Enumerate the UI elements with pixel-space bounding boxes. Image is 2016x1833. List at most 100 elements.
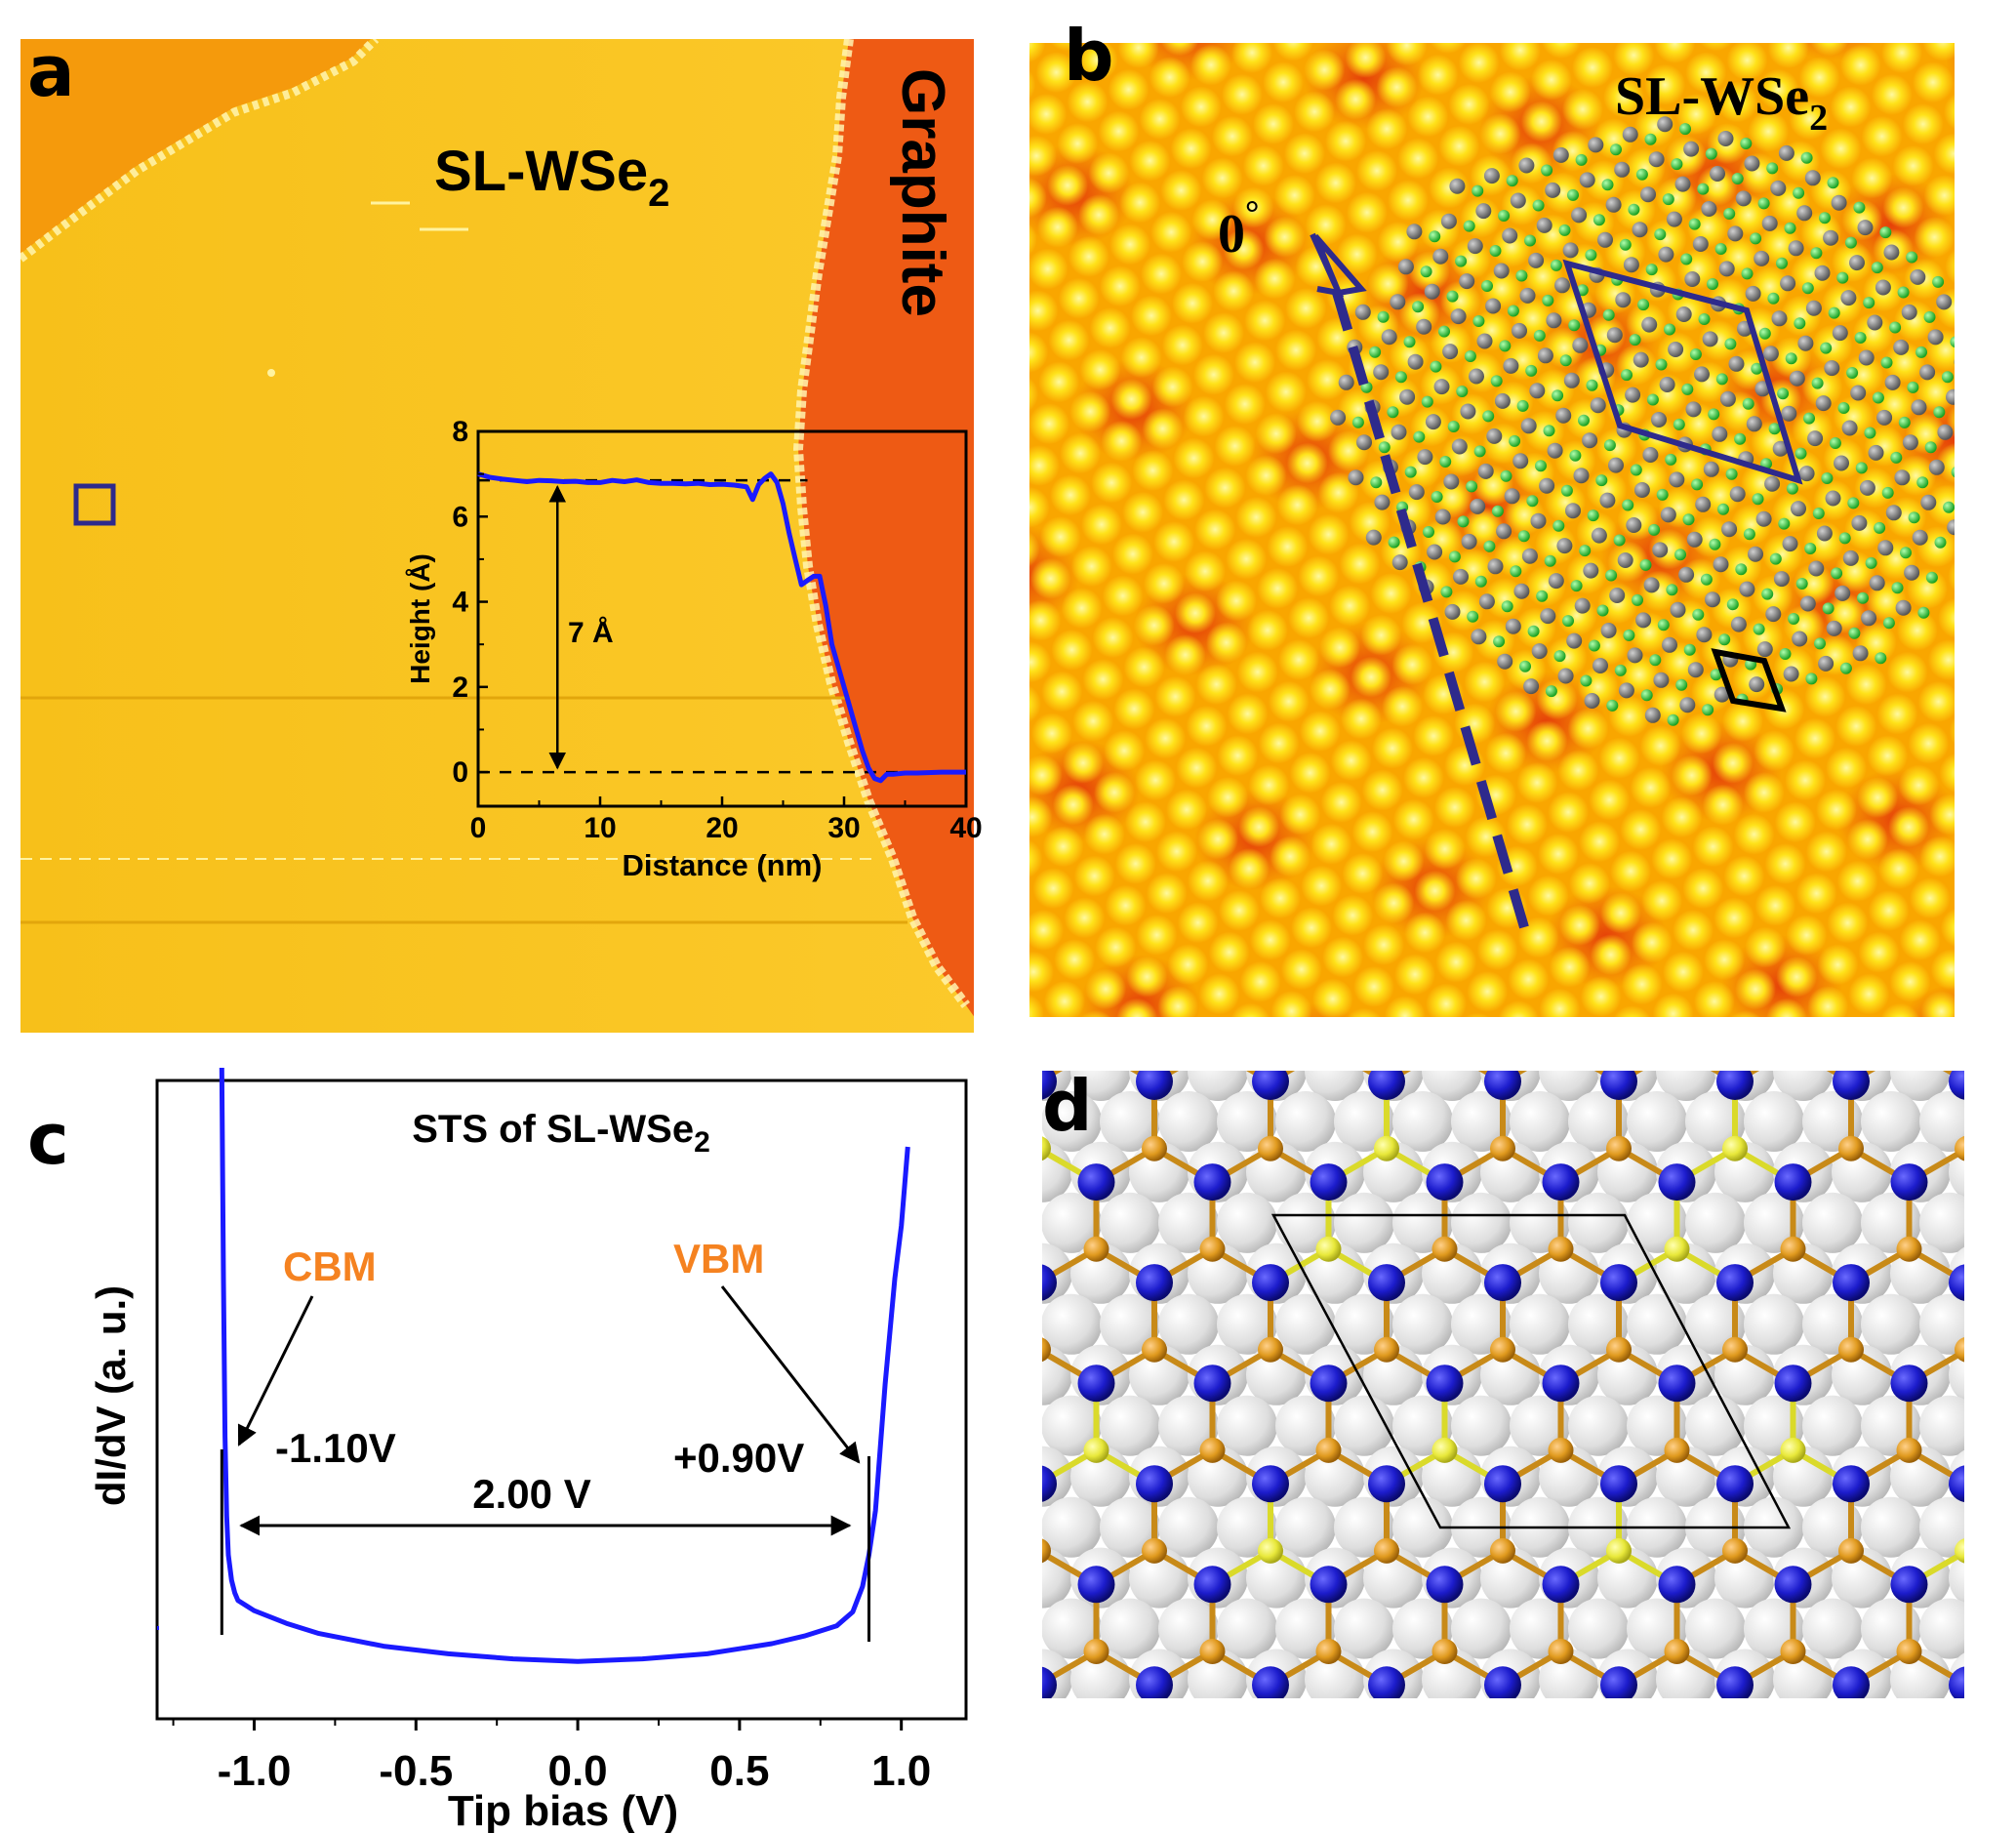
stm-atom-spot [1424, 828, 1466, 870]
y-tick-label: 2 [452, 672, 468, 704]
stm-atom-spot [1789, 99, 1831, 141]
stm-atom-spot [1758, 224, 1800, 265]
model-atom-w [1946, 388, 1955, 405]
model-atom-se [1603, 439, 1616, 452]
model-atom-w [1780, 275, 1796, 292]
stm-atom-spot [1647, 374, 1688, 416]
stm-a-graphite-region [798, 39, 974, 1033]
model-atom-w [1444, 603, 1461, 620]
stm-atom-spot [1048, 319, 1090, 361]
stm-atom-spot [1288, 597, 1330, 639]
stm-atom-spot [1150, 211, 1192, 253]
stm-atom-spot [1205, 622, 1247, 664]
atom-w [1136, 1465, 1173, 1503]
stm-atom-spot [1029, 403, 1070, 445]
model-atom-w [1503, 357, 1519, 374]
substrate-atom [1217, 1598, 1277, 1659]
model-atom-w [1512, 322, 1527, 339]
stm-a-upper-left-region [20, 39, 371, 254]
stm-atom-spot [1526, 720, 1568, 762]
model-atom-w [1557, 668, 1574, 684]
substrate-atom [895, 1243, 955, 1304]
model-atom-se [1681, 383, 1694, 395]
atom-w [1658, 1566, 1696, 1604]
model-atom-w [1770, 180, 1787, 196]
stm-atom-spot [1922, 43, 1955, 61]
substrate-atom [1451, 1598, 1512, 1659]
stm-atom-spot [1880, 1002, 1920, 1017]
model-atom-w [1626, 517, 1642, 533]
model-atom-w [1901, 304, 1917, 320]
stm-atom-spot [1029, 557, 1071, 599]
stm-atom-spot [1595, 428, 1637, 469]
model-atom-w [1927, 329, 1944, 346]
stm-atom-spot [1166, 789, 1208, 831]
model-atom-se [1735, 563, 1748, 576]
model-atom-w [1857, 220, 1874, 236]
substrate-atom [1597, 1751, 1658, 1812]
stm-atom-spot [1370, 573, 1412, 614]
stm-atom-spot [1795, 873, 1837, 915]
atom-se [1142, 1135, 1167, 1161]
direction-arrow-head [1310, 232, 1367, 297]
model-atom-se [1855, 462, 1868, 474]
substrate-atom [1744, 1293, 1804, 1355]
stm-atom-spot [1882, 186, 1924, 228]
sts-title: STS of SL-WSe2 [412, 1108, 710, 1159]
panel-letter-d: d [1042, 1065, 1093, 1147]
model-atom-se [1526, 495, 1539, 508]
model-atom-se [1674, 549, 1686, 561]
model-atom-se [1810, 247, 1823, 260]
atom-se [1315, 1236, 1342, 1262]
bond [1677, 1752, 1736, 1785]
model-atom-w [1771, 310, 1788, 327]
bond [922, 1350, 981, 1383]
model-atom-w [1792, 631, 1808, 647]
stm-atom-spot [1764, 843, 1806, 884]
stm-atom-spot [1095, 926, 1137, 968]
stm-atom-spot [1776, 956, 1818, 998]
stm-atom-spot [1301, 865, 1343, 907]
model-atom-se [1838, 532, 1851, 545]
model-atom-w [1659, 377, 1675, 392]
stm-atom-spot [1203, 312, 1244, 353]
model-atom-se [1387, 406, 1399, 419]
stm-atom-spot [1909, 877, 1951, 919]
atom-w [1716, 1264, 1754, 1302]
atom-se [1548, 1639, 1574, 1664]
atom-w [1658, 1163, 1696, 1202]
model-atom-w [1662, 636, 1677, 653]
selection-square [73, 483, 116, 526]
model-atom-w [1764, 475, 1781, 492]
stm-atom-spot [1325, 120, 1367, 162]
gap-label: 2.00 V [472, 1471, 590, 1517]
model-atom-se [1865, 556, 1877, 569]
model-atom-se [1413, 430, 1426, 443]
stm-atom-spot [1499, 43, 1541, 71]
bond [865, 1551, 923, 1584]
stm-atom-spot [1236, 651, 1278, 693]
stm-atom-spot [1145, 717, 1187, 759]
model-atom-w [1487, 558, 1504, 575]
stm-atom-spot [1876, 693, 1918, 735]
stm-atom-spot [1063, 742, 1104, 784]
stm-atom-spot [1260, 877, 1301, 919]
stm-atom-spot [1247, 609, 1288, 651]
y-tick-label: 4 [452, 587, 468, 619]
substrate-atom [1568, 1091, 1629, 1152]
panel-letter-b: b [1064, 15, 1114, 97]
x-tick-label: 0 [470, 812, 487, 844]
atom-w [1368, 1666, 1405, 1698]
model-atom-w [1574, 597, 1591, 614]
model-atom-se [1656, 488, 1669, 501]
atom-w [1368, 1071, 1405, 1100]
model-atom-w [1493, 263, 1510, 279]
model-atom-w [1424, 283, 1440, 300]
model-atom-se [1516, 399, 1529, 412]
substrate-atom [1217, 1192, 1277, 1253]
bond [981, 1450, 1039, 1484]
atom-w [1078, 1767, 1115, 1804]
stm-atom-spot [1394, 954, 1436, 996]
stm-atom-spot [1774, 801, 1816, 843]
stm-atom-spot [1173, 437, 1215, 479]
